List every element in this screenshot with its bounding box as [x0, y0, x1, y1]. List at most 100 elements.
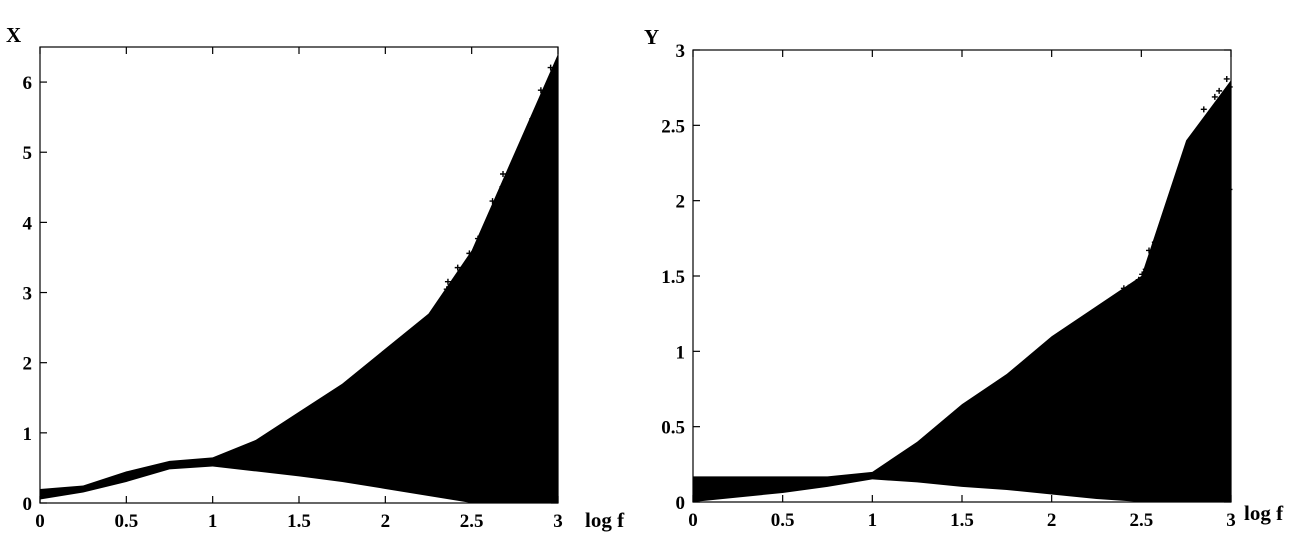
x-xtick-label: 1: [208, 511, 218, 532]
y-marker: [1136, 338, 1143, 345]
y-ytick-label: 2.5: [661, 116, 685, 137]
x-marker: [467, 297, 474, 304]
x-marker: [500, 260, 507, 267]
x-marker: [491, 263, 498, 270]
y-marker: [1127, 365, 1134, 372]
x-marker: [525, 165, 532, 172]
x-marker: [515, 242, 522, 249]
y-marker: [1211, 93, 1218, 100]
y-marker: [1200, 131, 1207, 138]
y-ytick-label: 2: [676, 192, 686, 213]
x-marker: [547, 64, 554, 71]
y-marker: [1128, 298, 1135, 305]
y-marker: [1221, 226, 1228, 233]
x-marker: [462, 262, 469, 269]
y-marker: [1171, 183, 1178, 190]
x-marker: [444, 278, 451, 285]
x-marker: [505, 232, 512, 239]
x-marker: [549, 178, 556, 185]
y-marker: [1217, 133, 1224, 140]
y-marker: [1135, 276, 1142, 283]
y-xtick-label: 2.5: [1129, 510, 1153, 531]
x-marker: [461, 269, 468, 276]
x-marker: [487, 219, 494, 226]
x-marker: [474, 235, 481, 242]
x-marker: [519, 170, 526, 177]
y-marker: [1195, 219, 1202, 226]
x-marker: [448, 323, 455, 330]
x-marker: [499, 183, 506, 190]
y-xlabel: log f: [1244, 501, 1284, 525]
y-marker: [1177, 264, 1184, 271]
y-marker: [1222, 152, 1229, 159]
x-marker: [435, 312, 442, 319]
x-marker: [514, 211, 521, 218]
y-marker: [1196, 140, 1203, 147]
x-marker: [497, 251, 504, 258]
x-marker: [450, 342, 457, 349]
y-marker: [1120, 313, 1127, 320]
x-marker: [491, 287, 498, 294]
y-scatter-points: [693, 75, 1233, 502]
y-marker: [1190, 155, 1197, 162]
x-marker: [449, 290, 456, 297]
y-marker: [1163, 264, 1170, 271]
y-marker: [1156, 286, 1163, 293]
y-marker: [1146, 247, 1153, 254]
x-marker: [513, 156, 520, 163]
y-marker: [1111, 321, 1118, 328]
x-marker: [494, 282, 501, 289]
x-marker: [437, 361, 444, 368]
y-marker: [1200, 106, 1207, 113]
x-marker: [488, 310, 495, 317]
y-marker: [1111, 315, 1118, 322]
x-marker: [466, 325, 473, 332]
y-marker: [1125, 284, 1132, 291]
x-marker: [444, 362, 451, 369]
y-marker: [1160, 270, 1167, 277]
x-marker: [501, 236, 508, 243]
y-marker: [1111, 366, 1118, 373]
x-ticks: 0 0.5 1 1.5 2 2.5 3 0 1 2 3 4 5 6: [23, 47, 563, 532]
x-marker: [488, 228, 495, 235]
x-marker: [546, 87, 553, 94]
x-xtick-label: 3: [553, 511, 563, 532]
x-marker: [488, 266, 495, 273]
y-marker: [1114, 372, 1121, 379]
x-marker: [487, 276, 494, 283]
x-marker: [452, 287, 459, 294]
chart-y: 0 0.5 1 1.5 2 2.5 3 0 0.5 1 1.5 2 2.5 3 Y log f: [644, 25, 1284, 531]
y-marker: [1155, 257, 1162, 264]
y-marker: [1201, 248, 1208, 255]
y-marker: [1156, 244, 1163, 251]
y-marker: [1139, 271, 1146, 278]
x-scatter-points: [40, 54, 558, 504]
y-marker: [1181, 185, 1188, 192]
y-marker: [1179, 197, 1186, 204]
y-marker: [1108, 360, 1115, 367]
y-marker: [1196, 190, 1203, 197]
y-ytick-label: 1: [676, 342, 686, 363]
y-marker: [1107, 341, 1114, 348]
x-ytick-label: 6: [23, 73, 33, 94]
y-marker: [1103, 307, 1110, 314]
x-marker: [456, 328, 463, 335]
y-marker: [1146, 331, 1153, 338]
y-ytick-label: 0.5: [661, 418, 685, 439]
y-marker: [1118, 332, 1125, 339]
x-xtick-label: 1.5: [287, 511, 311, 532]
x-marker: [509, 280, 516, 287]
y-marker: [1151, 239, 1158, 246]
y-marker: [1117, 325, 1124, 332]
x-marker: [493, 307, 500, 314]
y-marker: [1178, 192, 1185, 199]
y-marker: [1186, 213, 1193, 220]
x-marker: [516, 185, 523, 192]
x-marker: [461, 323, 468, 330]
y-marker: [1222, 235, 1229, 242]
x-marker: [441, 339, 448, 346]
x-marker: [524, 170, 531, 177]
x-ytick-label: 2: [23, 354, 33, 375]
x-marker: [494, 221, 501, 228]
y-xtick-label: 1.5: [950, 510, 974, 531]
